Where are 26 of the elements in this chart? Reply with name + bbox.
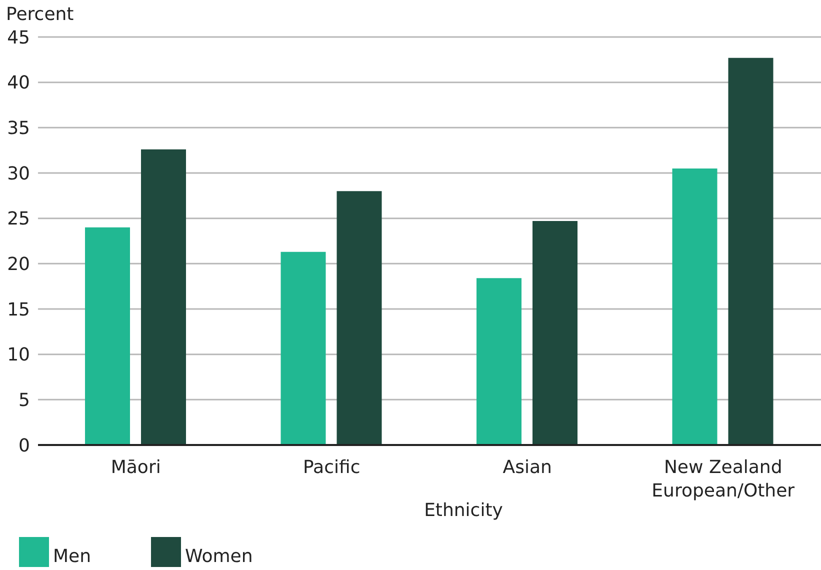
bar [728, 58, 774, 445]
bar [476, 278, 522, 445]
y-axis-title: Percent [6, 4, 74, 25]
y-tick-label: 30 [7, 163, 30, 184]
x-axis-title: Ethnicity [424, 500, 504, 521]
bar [672, 168, 718, 445]
y-tick-label: 15 [7, 299, 30, 320]
bar [141, 149, 186, 445]
y-tick-label: 45 [7, 27, 30, 48]
bar [280, 252, 326, 445]
y-tick-label: 10 [7, 344, 30, 366]
y-tick-label: 20 [7, 254, 30, 276]
bar [532, 221, 578, 445]
x-tick-label: New Zealand European/Other [652, 457, 796, 502]
x-tick-label: Asian [502, 457, 552, 478]
x-tick-label: Pacific [303, 457, 360, 478]
legend-label: Women [185, 546, 253, 567]
y-tick-label: 25 [7, 208, 30, 230]
x-tick-label: Māori [110, 457, 161, 478]
y-tick-label: 5 [18, 390, 30, 412]
bar [336, 191, 382, 445]
y-tick-label: 0 [18, 435, 30, 456]
y-tick-label: 35 [7, 118, 30, 140]
bar [85, 227, 130, 445]
legend-label: Men [53, 546, 92, 567]
y-tick-label: 40 [7, 72, 30, 94]
